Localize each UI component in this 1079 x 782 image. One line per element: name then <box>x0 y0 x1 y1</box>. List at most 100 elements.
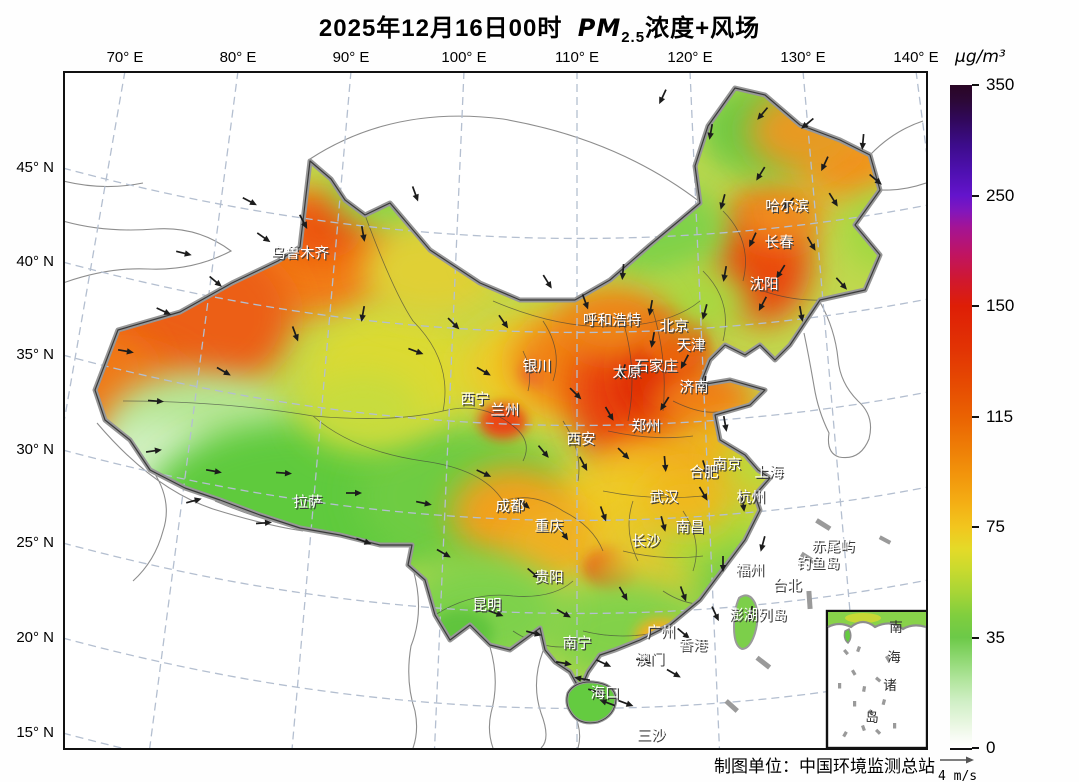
central-asia-borders <box>65 220 233 283</box>
city-label-shadow: 台北 <box>774 578 803 595</box>
wind-arrow <box>801 117 814 129</box>
wind-arrow <box>599 506 607 522</box>
city-label-shadow: 香港 <box>680 638 709 655</box>
wind-arrow <box>537 445 549 458</box>
lat-tick-label: 40° N <box>16 253 54 270</box>
city-label-shadow: 贵阳 <box>536 570 565 587</box>
lon-tick-label: 130° E <box>780 49 826 66</box>
wind-scale-value: 4 m/s <box>938 769 978 782</box>
wind-arrow <box>649 331 656 348</box>
city-label: 南昌 <box>676 519 705 536</box>
kazakh-border <box>65 180 144 188</box>
wind-arrow <box>117 348 134 355</box>
wind-arrow <box>255 519 272 527</box>
city-label-shadow: 长沙 <box>633 534 662 551</box>
meridian-line <box>291 73 352 748</box>
city-label: 重庆 <box>535 518 564 535</box>
city-label: 杭州 <box>737 489 766 506</box>
city-label: 赤尾屿 <box>811 538 855 555</box>
wind-arrow <box>346 489 362 497</box>
wind-arrow <box>216 366 231 376</box>
colorbar-tick-label: 35 <box>986 627 1005 647</box>
wind-arrow <box>408 347 424 355</box>
wind-arrow <box>291 326 299 342</box>
wind-arrow <box>619 364 626 380</box>
lat-tick-label: 20° N <box>16 629 54 646</box>
wind-scale-legend: 4 m/s <box>938 752 1008 782</box>
city-label: 成都 <box>496 498 525 515</box>
wind-arrow <box>666 668 681 678</box>
colorbar-tick-label: 350 <box>986 75 1015 94</box>
city-label-shadow: 拉萨 <box>295 495 324 512</box>
wind-arrow <box>711 606 719 622</box>
city-label: 乌鲁木齐 <box>271 245 329 262</box>
city-label-shadow: 西宁 <box>462 392 491 409</box>
inset-coast-stroke <box>827 620 926 631</box>
lon-tick-label: 70° E <box>106 49 144 66</box>
city-label-shadow: 郑州 <box>633 419 662 436</box>
wind-arrow <box>721 265 728 282</box>
city-label-shadow: 乌鲁木齐 <box>272 246 330 263</box>
meridian-line <box>802 73 863 748</box>
wind-arrow <box>680 354 690 369</box>
hainan-outline <box>566 681 617 724</box>
wind-arrow <box>707 123 714 140</box>
wind-arrow <box>679 586 687 602</box>
city-label: 澳门 <box>636 651 665 668</box>
wind-arrow <box>411 186 419 202</box>
city-label-shadow: 哈尔滨 <box>767 199 811 216</box>
lon-tick-label: 90° E <box>332 49 370 66</box>
city-label: 银川 <box>523 358 552 375</box>
inset-label-char: 南 <box>889 620 903 635</box>
colorbar-tick-label: 0 <box>986 738 996 757</box>
city-label: 三沙 <box>637 728 666 744</box>
wind-arrow <box>205 468 222 475</box>
meridian-line <box>65 73 126 420</box>
city-label-shadow: 南昌 <box>677 520 706 537</box>
wind-arrow <box>476 469 492 477</box>
wind-arrow <box>698 486 708 501</box>
city-label-shadow: 南京 <box>714 457 743 474</box>
city-label-shadow: 石家庄 <box>636 358 680 376</box>
wind-arrow <box>527 567 540 579</box>
city-label-shadow: 合肥 <box>691 465 720 482</box>
wind-arrow <box>659 89 667 105</box>
lat-tick-label: 25° N <box>16 534 54 551</box>
city-label: 济南 <box>680 379 709 396</box>
city-label: 南京 <box>713 456 742 473</box>
wind-arrow <box>740 495 747 512</box>
city-label-shadow: 兰州 <box>492 403 521 420</box>
city-label: 香港 <box>679 637 708 654</box>
pm25-field <box>95 88 880 690</box>
wind-arrow <box>747 605 754 622</box>
pm25-blob <box>443 121 603 211</box>
wind-arrow <box>701 375 709 392</box>
city-label-shadow: 沈阳 <box>751 277 780 294</box>
city-label: 西安 <box>567 431 596 448</box>
wind-arrow <box>758 296 768 311</box>
wind-arrow <box>719 556 727 572</box>
pm25-blob <box>363 226 503 316</box>
wind-arrow <box>447 317 460 330</box>
wind-arrow <box>636 658 652 665</box>
city-label-shadow: 三沙 <box>638 729 667 745</box>
colorbar-tick-mark <box>972 84 979 86</box>
meridian-line <box>689 73 721 748</box>
wind-arrow <box>298 214 308 229</box>
city-label-shadow: 福州 <box>737 563 766 580</box>
city-label: 贵阳 <box>535 569 564 586</box>
colorbar-unit-label: μg/m³ <box>955 47 1006 67</box>
city-label: 长春 <box>765 234 794 251</box>
pm25-blob <box>578 181 728 277</box>
page-title: 2025年12月16日00时 PM2.5浓度+风场 <box>0 8 1079 46</box>
wind-arrow <box>677 627 690 639</box>
city-label-shadow: 成都 <box>497 499 526 516</box>
colorbar-tick-mark <box>972 747 979 749</box>
lat-tick-label: 45° N <box>16 159 54 176</box>
lon-tick-label: 80° E <box>219 49 257 66</box>
city-label: 合肥 <box>690 464 719 481</box>
wind-arrow <box>798 305 805 322</box>
inset-leizhou-hainan <box>843 627 852 645</box>
city-label-shadow: 海口 <box>592 686 621 703</box>
wind-scale-arrow-icon <box>940 756 974 764</box>
